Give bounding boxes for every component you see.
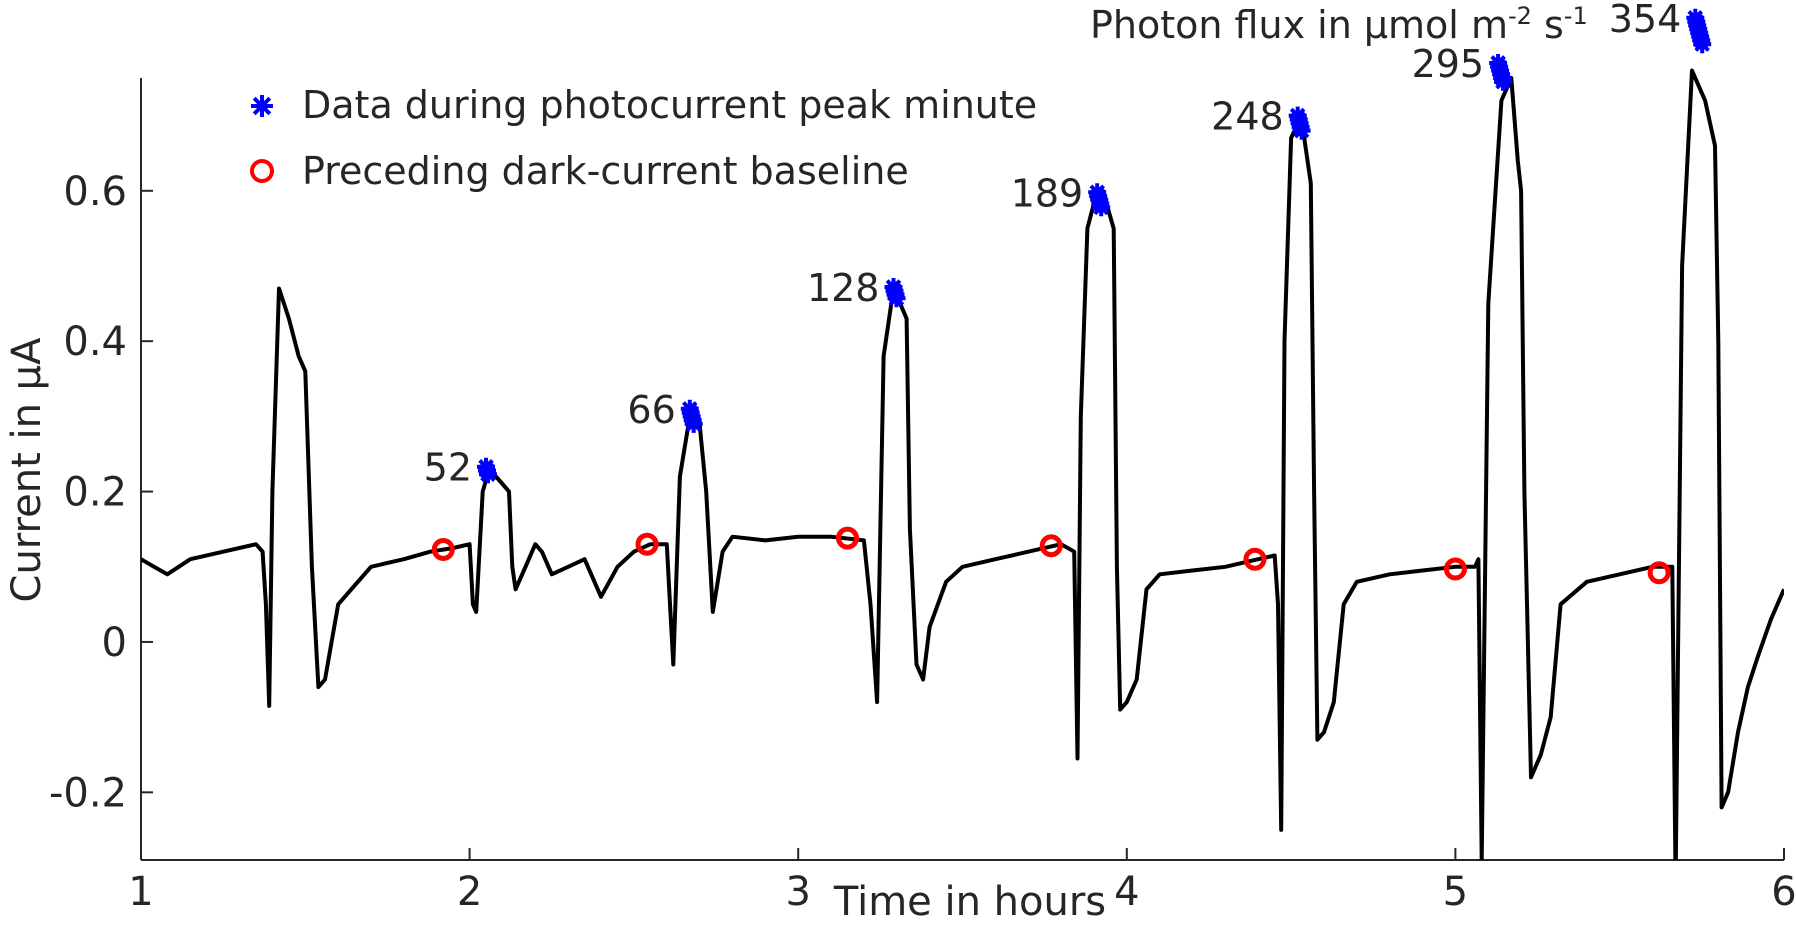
- peak-marker: [1693, 35, 1712, 54]
- photon-flux-label: 189: [1011, 171, 1084, 215]
- y-tick-label: -0.2: [49, 770, 127, 816]
- peak-marker-cluster: [1489, 54, 1512, 91]
- legend: Data during photocurrent peak minute Pre…: [250, 83, 1037, 193]
- y-tick-label: 0.4: [63, 319, 127, 365]
- plot-area: [141, 68, 1784, 860]
- y-axis-label: Current in μA: [4, 337, 50, 603]
- baseline-marker: [635, 532, 659, 556]
- photon-flux-unit-mid: s: [1532, 3, 1564, 47]
- photon-flux-label: 248: [1211, 95, 1284, 139]
- y-tick-label: 0: [102, 620, 127, 666]
- x-tick-label: 6: [1771, 869, 1796, 915]
- baseline-marker: [1243, 547, 1267, 571]
- baseline-marker: [1647, 561, 1671, 585]
- photon-flux-title-text: Photon flux in μmol m: [1090, 3, 1508, 47]
- x-tick-label: 2: [457, 869, 482, 915]
- photon-flux-unit-sup1: -2: [1508, 2, 1532, 30]
- legend-baseline-marker: [250, 159, 274, 183]
- photon-flux-unit-sup2: -1: [1564, 2, 1588, 30]
- baseline-marker: [1443, 557, 1467, 581]
- baseline-marker: [1039, 534, 1063, 558]
- legend-peak-label: Data during photocurrent peak minute: [302, 83, 1037, 127]
- peak-marker-cluster: [680, 399, 703, 433]
- marker-layer: 52 66 128 189 248 295 354: [424, 0, 1712, 585]
- photon-flux-label: 66: [627, 388, 675, 432]
- x-tick-label: 4: [1114, 869, 1139, 915]
- baseline-marker: [835, 526, 859, 550]
- x-axis-label: Time in hours: [833, 879, 1106, 925]
- x-tick-label: 3: [785, 869, 810, 915]
- y-tick-label: 0.6: [63, 169, 127, 215]
- x-tick-label: 5: [1443, 869, 1468, 915]
- current-series-line: [141, 68, 1784, 860]
- peak-marker: [1494, 72, 1512, 91]
- chart-axes: 1 2 3 4 5 6 -0.2 0 0.2 0.4 0.6: [49, 78, 1796, 915]
- peak-marker: [887, 289, 906, 308]
- peak-marker-cluster: [1686, 8, 1712, 54]
- peak-marker: [1292, 121, 1311, 140]
- baseline-marker: [431, 537, 455, 561]
- peak-marker-cluster: [477, 457, 497, 484]
- peak-marker: [479, 465, 497, 484]
- legend-baseline-label: Preceding dark-current baseline: [302, 149, 909, 193]
- peak-marker: [1092, 198, 1111, 217]
- peak-marker-cluster: [884, 278, 906, 308]
- photon-flux-label: 354: [1609, 0, 1682, 41]
- photon-flux-label: 295: [1412, 42, 1485, 86]
- legend-peak-marker: [251, 95, 273, 117]
- photon-flux-label: 52: [424, 446, 472, 490]
- photon-flux-label: 128: [807, 266, 880, 310]
- x-tick-label: 1: [128, 869, 153, 915]
- peak-marker: [684, 414, 703, 433]
- peak-marker-cluster: [1088, 183, 1111, 217]
- y-tick-label: 0.2: [63, 470, 127, 516]
- photon-flux-title: Photon flux in μmol m-2 s-1: [1090, 2, 1588, 47]
- peak-marker-cluster: [1288, 106, 1311, 140]
